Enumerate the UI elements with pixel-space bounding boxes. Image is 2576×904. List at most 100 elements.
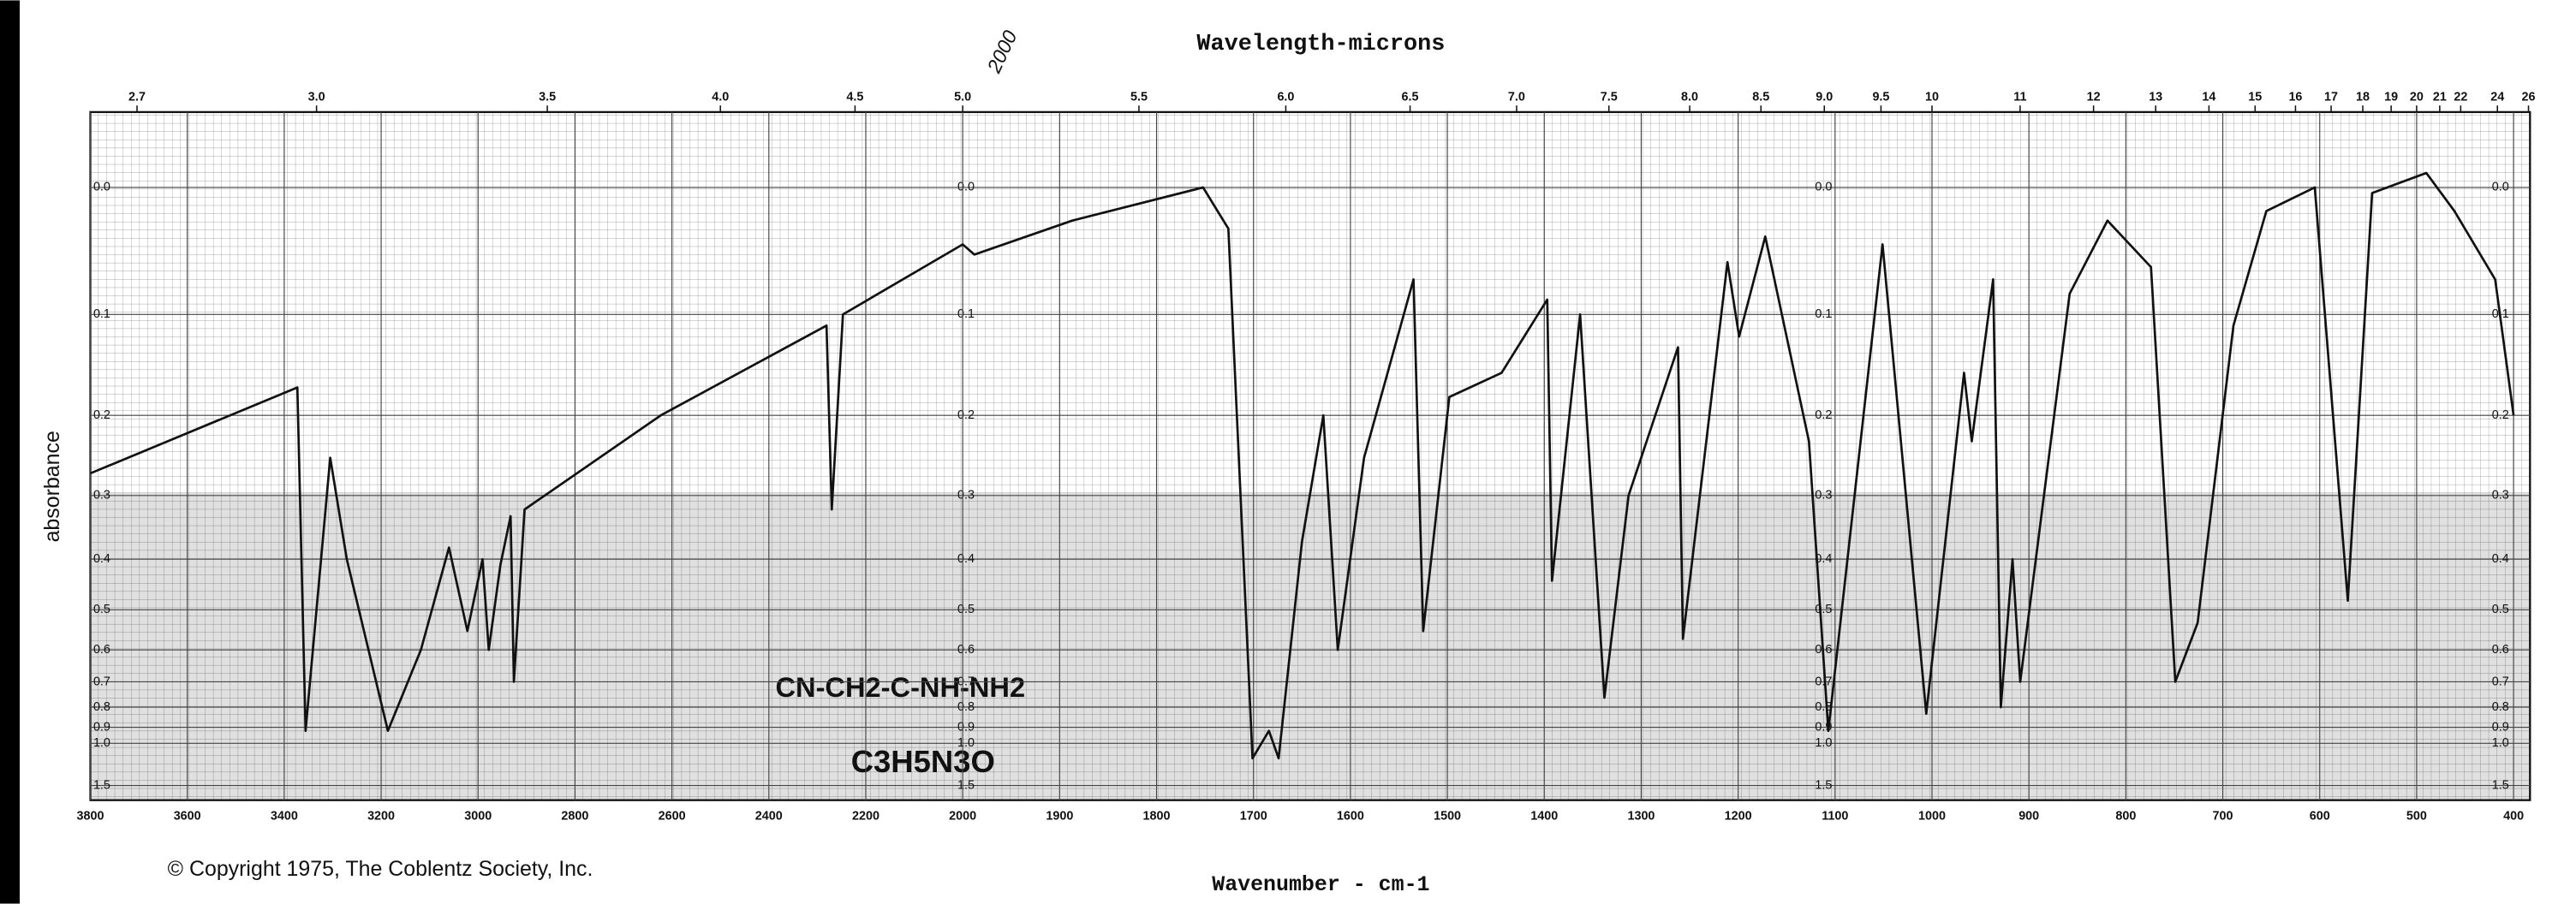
x-tick-label: 3200 <box>367 810 395 824</box>
x-tick-label: 400 <box>2503 810 2524 824</box>
x-tick-label: 3000 <box>464 810 492 824</box>
y-tick-label: 0.0 <box>2492 181 2509 194</box>
y-tick-label: 0.1 <box>957 307 975 321</box>
y-tick-label: 0.4 <box>93 552 110 566</box>
x-tick-label: 1800 <box>1143 810 1171 824</box>
y-tick-label: 0.9 <box>957 720 975 734</box>
x-tick-label: 3400 <box>271 810 298 824</box>
y-tick-label: 0.0 <box>957 181 975 194</box>
y-tick-label: 0.0 <box>1815 181 1832 194</box>
y-tick-label: 0.4 <box>957 552 975 566</box>
top-tick-label: 10 <box>1925 90 1939 104</box>
top-tick-label: 5.0 <box>954 90 971 104</box>
x-tick-label: 1300 <box>1627 810 1655 824</box>
y-tick-label: 0.3 <box>957 489 975 503</box>
y-axis-label: absorbance <box>40 431 64 542</box>
plot-area <box>89 110 2531 801</box>
y-tick-label: 1.5 <box>2492 778 2509 792</box>
y-tick-label: 0.2 <box>1815 408 1832 422</box>
y-tick-label: 0.3 <box>1815 489 1832 503</box>
y-tick-label: 0.5 <box>2492 603 2509 616</box>
top-tick-label: 12 <box>2087 90 2101 104</box>
y-tick-label: 0.2 <box>93 408 110 422</box>
top-tick-label: 7.0 <box>1508 90 1525 104</box>
x-tick-label: 800 <box>2115 810 2136 824</box>
top-tick-label: 8.5 <box>1752 90 1769 104</box>
top-tick-label: 3.0 <box>308 90 325 104</box>
y-tick-label: 0.2 <box>2492 408 2509 422</box>
y-tick-label: 0.6 <box>957 643 975 657</box>
top-tick-label: 15 <box>2248 90 2262 104</box>
y-tick-label: 1.0 <box>2492 736 2509 750</box>
top-tick-label: 9.5 <box>1872 90 1889 104</box>
y-tick-label: 0.9 <box>93 720 110 734</box>
x-tick-label: 1500 <box>1434 810 1461 824</box>
x-tick-label: 1400 <box>1530 810 1558 824</box>
top-tick-label: 22 <box>2454 90 2467 104</box>
top-tick-label: 17 <box>2324 90 2338 104</box>
top-tick-label: 14 <box>2202 90 2215 104</box>
y-tick-label: 1.0 <box>957 736 975 750</box>
y-tick-label: 0.4 <box>2492 552 2509 566</box>
y-tick-label: 0.6 <box>2492 643 2509 657</box>
y-tick-label: 1.5 <box>1815 778 1832 792</box>
y-tick-label: 0.5 <box>93 603 110 616</box>
top-tick-label: 9.0 <box>1816 90 1833 104</box>
formula: C3H5N3O <box>851 744 995 779</box>
x-tick-label: 1200 <box>1725 810 1752 824</box>
y-tick-label: 0.7 <box>957 675 975 688</box>
handwritten-note: 2000 <box>982 27 1022 76</box>
x-tick-label: 900 <box>2018 810 2039 824</box>
y-tick-label: 0.7 <box>2492 675 2509 688</box>
x-tick-label: 700 <box>2213 810 2233 824</box>
y-tick-label: 1.5 <box>957 778 975 792</box>
y-tick-label: 0.8 <box>2492 700 2509 714</box>
y-tick-label: 0.5 <box>1815 603 1832 616</box>
y-tick-label: 0.2 <box>957 408 975 422</box>
y-tick-label: 0.8 <box>93 700 110 714</box>
y-tick-label: 0.6 <box>93 643 110 657</box>
x-tick-label: 2800 <box>561 810 588 824</box>
spectrum-line <box>89 171 2515 760</box>
x-tick-label: 1900 <box>1046 810 1073 824</box>
top-tick-label: 20 <box>2410 90 2424 104</box>
x-axis-label: Wavenumber - cm-1 <box>1212 873 1429 897</box>
y-tick-label: 0.1 <box>1815 307 1832 321</box>
y-tick-label: 1.0 <box>1815 736 1832 750</box>
x-tick-label: 3800 <box>77 810 104 824</box>
x-tick-label: 2200 <box>852 810 880 824</box>
y-tick-label: 0.3 <box>93 489 110 503</box>
y-tick-label: 0.0 <box>93 181 110 194</box>
y-tick-label: 0.5 <box>957 603 975 616</box>
y-tick-label: 1.0 <box>93 736 110 750</box>
top-tick-label: 24 <box>2490 90 2504 104</box>
x-tick-label: 1700 <box>1240 810 1267 824</box>
top-tick-label: 21 <box>2433 90 2447 104</box>
y-tick-label: 0.8 <box>957 700 975 714</box>
x-tick-label: 2600 <box>659 810 686 824</box>
y-tick-label: 0.9 <box>2492 720 2509 734</box>
top-tick-label: 7.5 <box>1601 90 1618 104</box>
copyright: © Copyright 1975, The Coblentz Society, … <box>168 857 593 881</box>
top-tick-label: 19 <box>2384 90 2398 104</box>
top-tick-label: 26 <box>2522 90 2536 104</box>
x-tick-label: 1000 <box>1918 810 1946 824</box>
y-tick-label: 0.1 <box>93 307 110 321</box>
x-tick-label: 3600 <box>174 810 201 824</box>
formula-structure: CN-CH2-C-NH-NH2 <box>775 671 1025 703</box>
top-tick-label: 6.5 <box>1402 90 1419 104</box>
x-tick-label: 500 <box>2406 810 2427 824</box>
top-tick-label: 18 <box>2356 90 2370 104</box>
x-tick-label: 2400 <box>755 810 783 824</box>
top-tick-label: 6.0 <box>1277 90 1294 104</box>
x-tick-label: 600 <box>2310 810 2330 824</box>
x-tick-label: 1100 <box>1822 810 1848 824</box>
y-tick-label: 0.3 <box>2492 489 2509 503</box>
scan-edge <box>0 0 21 904</box>
y-tick-label: 0.7 <box>1815 675 1832 688</box>
top-tick-label: 4.5 <box>846 90 863 104</box>
paper-shade <box>90 492 2531 800</box>
top-tick-label: 11 <box>2013 90 2026 104</box>
x-tick-label: 2000 <box>949 810 976 824</box>
